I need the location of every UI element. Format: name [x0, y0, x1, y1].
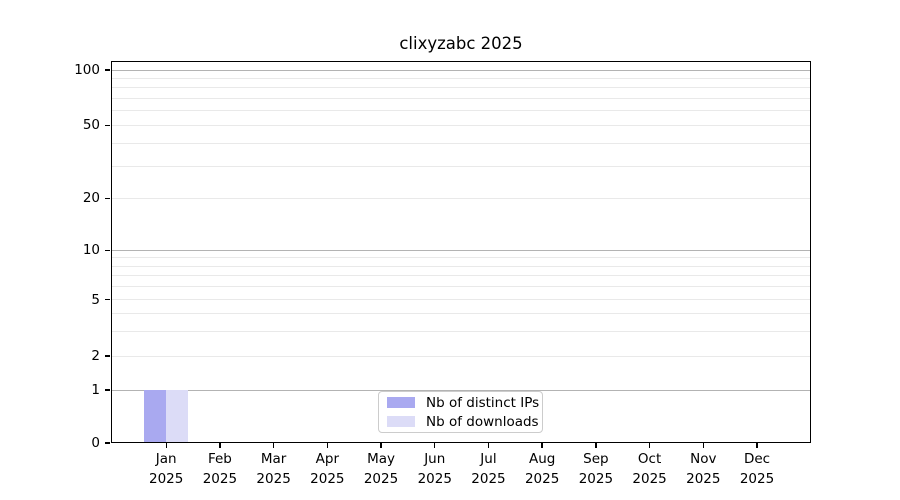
x-tick-label-dec-2025: Dec 2025 [739, 451, 775, 487]
x-tick-mark-feb [219, 443, 221, 448]
y-tick-mark-1 [104, 389, 110, 391]
gridline-y-30 [111, 165, 811, 167]
legend-label-downloads: Nb of downloads [426, 413, 539, 430]
x-tick-mark-jan [165, 443, 167, 448]
legend-label-distinct-ips: Nb of distinct IPs [426, 394, 540, 411]
gridline-y-20 [111, 197, 811, 199]
legend-row-downloads: Nb of downloads [387, 414, 539, 430]
x-tick-label-nov-2025: Nov 2025 [686, 451, 721, 487]
y-tick-label-1: 1 [91, 382, 100, 399]
x-tick-mark-jul [487, 443, 490, 448]
y-tick-mark-0 [104, 442, 110, 444]
y-tick-mark-50 [104, 124, 110, 127]
legend: Nb of distinct IPs Nb of downloads [378, 391, 543, 433]
x-tick-label-jan-2025: Jan 2025 [149, 451, 184, 487]
x-tick-label-jul-2025: Jul 2025 [471, 451, 506, 487]
y-tick-mark-5 [104, 298, 110, 301]
gridline-y-10 [111, 249, 811, 251]
x-tick-label-jun-2025: Jun 2025 [417, 451, 452, 487]
gridline-y-100 [111, 69, 811, 71]
x-tick-mark-mar [272, 443, 275, 448]
gridline-y-6 [111, 286, 811, 288]
x-tick-label-apr-2025: Apr 2025 [310, 451, 345, 487]
y-tick-mark-10 [104, 249, 110, 251]
gridline-y-4 [111, 312, 811, 314]
gridline-y-9 [111, 257, 811, 259]
x-tick-label-mar-2025: Mar 2025 [256, 451, 291, 487]
x-tick-label-sep-2025: Sep 2025 [578, 451, 614, 487]
x-tick-mark-sep [595, 443, 597, 448]
y-tick-label-50: 50 [82, 117, 100, 134]
gridline-y-5 [111, 299, 811, 301]
gridline-y-50 [111, 124, 811, 126]
legend-swatch-distinct-ips [387, 397, 415, 408]
y-tick-label-20: 20 [82, 190, 100, 207]
gridline-y-60 [111, 110, 811, 112]
legend-row-distinct-ips: Nb of distinct IPs [387, 395, 539, 411]
gridline-y-1 [111, 389, 811, 391]
x-tick-label-oct-2025: Oct 2025 [632, 451, 667, 487]
y-tick-label-5: 5 [91, 291, 100, 308]
plot-area: Nb of distinct IPs Nb of downloads [111, 61, 811, 443]
y-tick-mark-20 [104, 197, 110, 200]
gridline-y-7 [111, 275, 811, 277]
chart-title: clixyzabc 2025 [399, 34, 523, 53]
x-tick-mark-dec [756, 443, 758, 448]
gridline-y-3 [111, 330, 811, 332]
gridline-y-8 [111, 265, 811, 267]
y-tick-label-0: 0 [91, 435, 100, 451]
gridline-y-70 [111, 97, 811, 99]
x-tick-mark-oct [648, 443, 651, 448]
y-tick-label-10: 10 [82, 242, 100, 259]
legend-swatch-downloads [387, 416, 415, 427]
bar-nb-of-downloads-jan-2025 [166, 390, 189, 443]
gridline-y-40 [111, 142, 811, 144]
x-tick-mark-apr [326, 443, 329, 448]
axes-frame [111, 61, 811, 443]
x-tick-mark-aug [541, 443, 543, 448]
x-tick-label-aug-2025: Aug 2025 [524, 451, 560, 487]
y-tick-label-2: 2 [91, 348, 100, 365]
x-tick-label-may-2025: May 2025 [363, 451, 399, 487]
y-tick-mark-100 [104, 69, 110, 71]
x-tick-mark-nov [702, 443, 704, 448]
bar-nb-of-distinct-ips-jan-2025 [144, 390, 167, 443]
y-tick-label-100: 100 [74, 62, 100, 78]
y-tick-mark-2 [104, 355, 110, 357]
x-tick-mark-jun [434, 443, 436, 448]
gridline-y-2 [111, 355, 811, 357]
x-tick-mark-may [380, 443, 382, 448]
gridline-y-90 [111, 77, 811, 79]
gridline-y-80 [111, 87, 811, 89]
x-tick-label-feb-2025: Feb 2025 [202, 451, 238, 487]
